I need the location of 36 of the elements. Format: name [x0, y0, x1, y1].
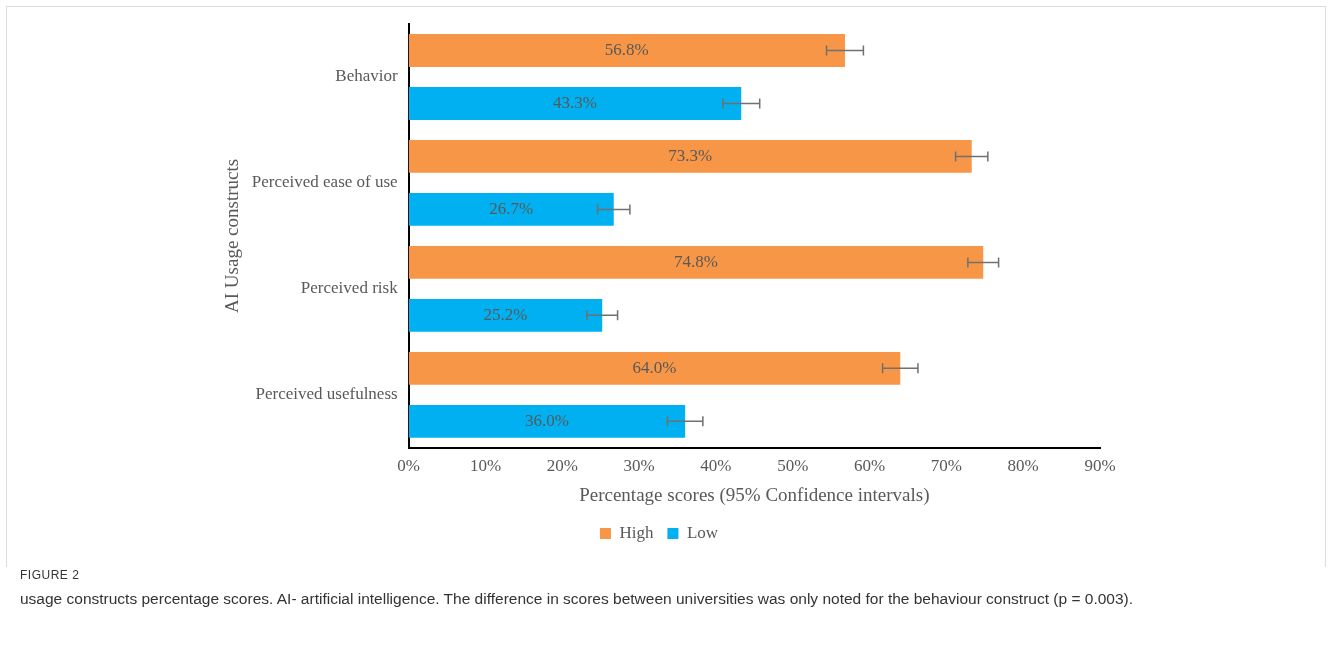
data-label: 43.3%: [552, 92, 597, 112]
x-tick-label: 90%: [1084, 456, 1116, 476]
x-axis-title: Percentage scores (95% Confidence intervals): [579, 483, 930, 506]
x-tick-label: 30%: [623, 456, 655, 476]
bar: [408, 245, 984, 279]
data-label: 74.8%: [673, 251, 718, 271]
x-tick-label: 80%: [1007, 456, 1039, 476]
x-tick-label: 50%: [777, 456, 809, 476]
bar: [408, 404, 686, 438]
y-tick-label: Perceived risk: [300, 278, 399, 298]
legend-label: Low: [686, 522, 719, 542]
x-tick-label: 40%: [700, 456, 732, 476]
data-label: 56.8%: [604, 39, 649, 59]
bar: [408, 351, 901, 385]
y-axis-title: AI Usage constructs: [221, 158, 243, 313]
bar: [408, 192, 614, 226]
x-tick-label: 20%: [546, 456, 578, 476]
y-tick-label: Perceived usefulness: [255, 384, 398, 404]
x-tick-label: 70%: [930, 456, 962, 476]
x-tick-label: 0%: [397, 456, 420, 476]
bar: [408, 34, 845, 67]
x-tick-label: 10%: [469, 456, 502, 476]
data-label: 64.0%: [632, 357, 677, 377]
data-label: 73.3%: [668, 145, 713, 165]
y-tick-label: Perceived ease of use: [251, 172, 398, 192]
bar: [408, 298, 603, 332]
data-label: 25.2%: [483, 304, 528, 324]
legend-label: High: [619, 522, 654, 542]
bar: [408, 87, 742, 120]
y-tick-label: Behavior: [335, 66, 398, 86]
x-tick-label: 60%: [853, 456, 886, 476]
bar: [408, 140, 972, 173]
data-label: 26.7%: [489, 198, 534, 218]
caption: FIGURE 2: [20, 568, 80, 582]
text: usage constructs percentage scores. AI- artificial intelligence. The difference in scores between universities was only noted for the behaviour construct (p = 0.003).: [20, 589, 1135, 609]
data-label: 36.0%: [524, 410, 569, 430]
